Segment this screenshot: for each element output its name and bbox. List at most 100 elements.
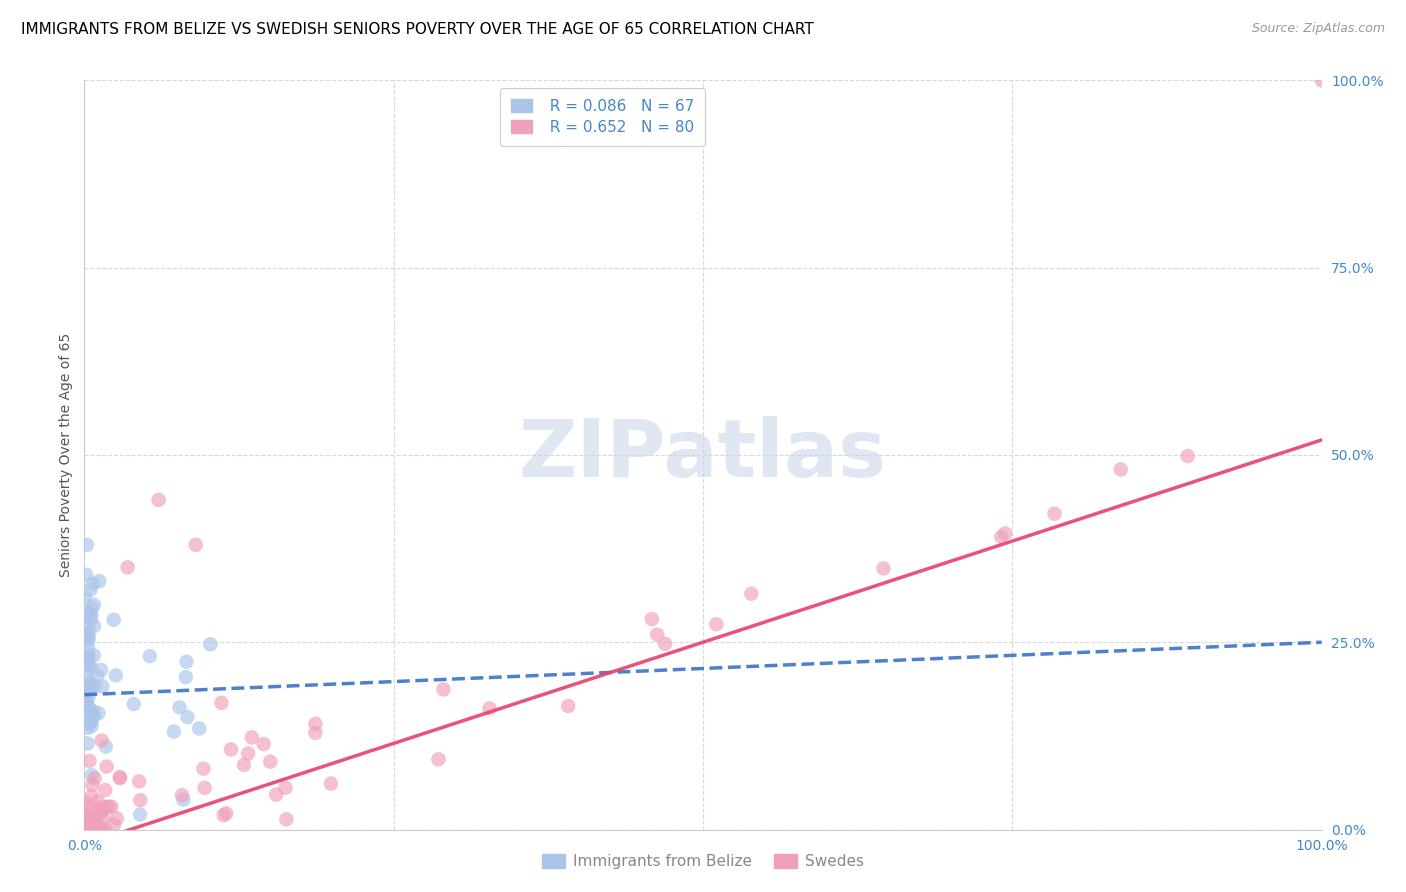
Point: [163, 724, 186, 739]
Point: [645, 627, 668, 641]
Point: [478, 701, 501, 715]
Point: [87, 706, 110, 721]
Point: [75, 799, 97, 814]
Point: [184, 538, 207, 552]
Point: [80, 822, 103, 837]
Point: [76, 694, 98, 708]
Point: [76, 607, 98, 622]
Point: [80, 813, 103, 827]
Point: [75, 822, 97, 837]
Point: [79, 754, 101, 768]
Point: [79, 715, 101, 730]
Point: [90, 733, 112, 747]
Point: [103, 613, 125, 627]
Point: [80, 607, 103, 621]
Point: [80, 789, 103, 804]
Point: [75, 796, 97, 810]
Point: [75, 822, 97, 837]
Point: [641, 612, 664, 626]
Point: [304, 716, 326, 731]
Point: [188, 722, 211, 736]
Point: [128, 774, 150, 789]
Point: [91, 679, 114, 693]
Point: [77, 633, 100, 648]
Point: [79, 679, 101, 693]
Point: [76, 651, 98, 665]
Point: [87, 805, 110, 820]
Point: [77, 648, 100, 663]
Point: [91, 804, 114, 818]
Point: [79, 582, 101, 597]
Point: [86, 669, 108, 683]
Point: [77, 682, 100, 697]
Point: [89, 822, 111, 837]
Point: [427, 752, 450, 766]
Point: [169, 700, 191, 714]
Point: [1177, 449, 1199, 463]
Point: [76, 813, 98, 827]
Point: [83, 619, 105, 633]
Point: [1109, 462, 1132, 476]
Legend:   R = 0.086   N = 67,   R = 0.652   N = 80: R = 0.086 N = 67, R = 0.652 N = 80: [501, 88, 704, 145]
Point: [73, 590, 96, 604]
Point: [259, 755, 281, 769]
Point: [75, 815, 97, 830]
Point: [212, 808, 235, 822]
Point: [87, 794, 110, 808]
Point: [76, 605, 98, 619]
Point: [77, 810, 100, 824]
Point: [79, 702, 101, 716]
Point: [104, 668, 127, 682]
Point: [264, 788, 287, 802]
Point: [90, 805, 112, 819]
Point: [77, 658, 100, 673]
Point: [176, 710, 198, 724]
Point: [76, 736, 98, 750]
Point: [82, 577, 104, 591]
Point: [75, 698, 97, 712]
Point: [79, 659, 101, 673]
Point: [994, 526, 1017, 541]
Text: Source: ZipAtlas.com: Source: ZipAtlas.com: [1251, 22, 1385, 36]
Point: [89, 574, 111, 589]
Point: [122, 697, 145, 711]
Point: [82, 778, 104, 792]
Point: [304, 726, 326, 740]
Point: [100, 799, 122, 814]
Point: [80, 612, 103, 626]
Point: [276, 812, 298, 826]
Point: [94, 822, 117, 837]
Point: [96, 759, 118, 773]
Point: [86, 810, 108, 824]
Point: [233, 757, 256, 772]
Point: [76, 538, 98, 552]
Point: [76, 653, 98, 667]
Point: [704, 617, 727, 632]
Point: [84, 815, 107, 830]
Point: [194, 780, 217, 795]
Point: [94, 739, 117, 754]
Point: [96, 800, 118, 814]
Point: [75, 693, 97, 707]
Point: [77, 630, 100, 644]
Point: [200, 637, 222, 651]
Point: [75, 631, 97, 645]
Point: [83, 709, 105, 723]
Point: [94, 783, 117, 797]
Point: [83, 598, 105, 612]
Point: [117, 560, 139, 574]
Point: [174, 670, 197, 684]
Point: [654, 637, 676, 651]
Point: [87, 803, 110, 817]
Point: [76, 665, 98, 679]
Text: IMMIGRANTS FROM BELIZE VS SWEDISH SENIORS POVERTY OVER THE AGE OF 65 CORRELATION: IMMIGRANTS FROM BELIZE VS SWEDISH SENIOR…: [21, 22, 814, 37]
Point: [238, 747, 260, 761]
Point: [87, 822, 110, 837]
Point: [75, 691, 97, 706]
Point: [75, 567, 97, 582]
Point: [148, 492, 170, 507]
Point: [432, 682, 454, 697]
Point: [990, 530, 1012, 544]
Point: [105, 812, 128, 826]
Point: [211, 696, 233, 710]
